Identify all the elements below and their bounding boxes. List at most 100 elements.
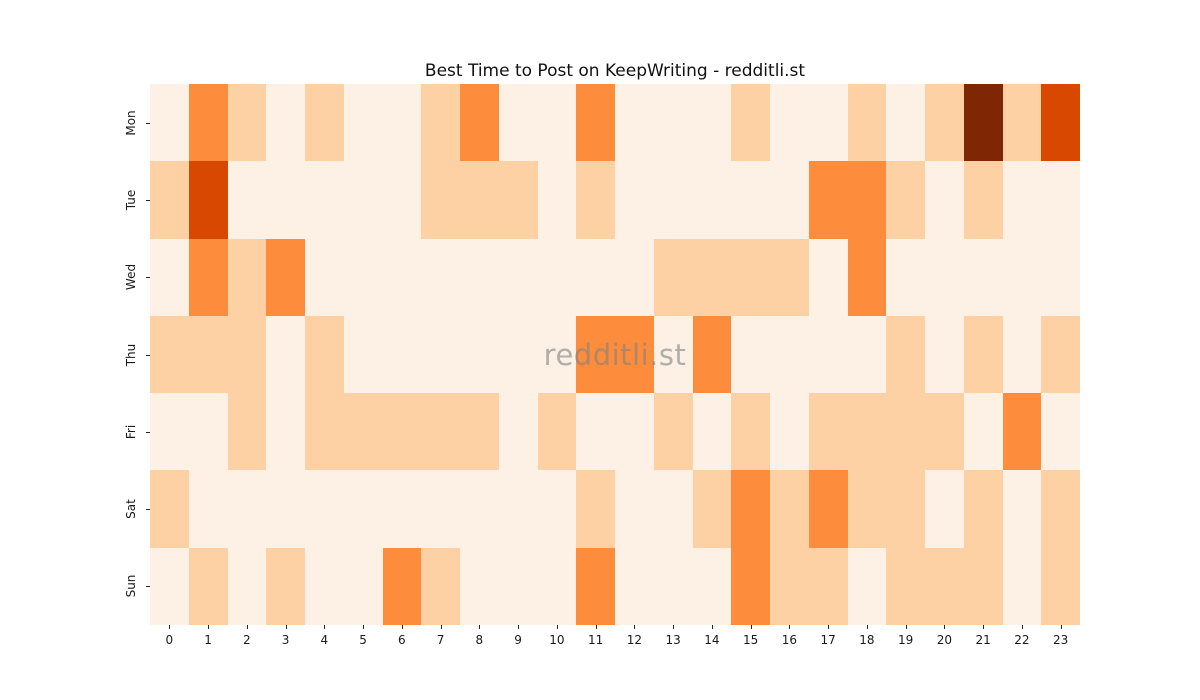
heatmap-cell [925, 84, 964, 162]
x-tick-mark [324, 625, 326, 629]
y-tick-mark [146, 509, 150, 511]
x-tick-label: 19 [897, 633, 914, 647]
heatmap-cell [963, 393, 1003, 471]
heatmap-cell [266, 161, 305, 239]
heatmap-cell [382, 393, 422, 471]
x-tick-mark [634, 625, 636, 629]
heatmap-cell [886, 393, 925, 471]
heatmap-cell [343, 161, 383, 239]
heatmap-cell [150, 161, 189, 239]
heatmap-cell [227, 161, 267, 239]
heatmap-cell [653, 238, 693, 316]
heatmap-cell [925, 238, 964, 316]
heatmap-cell [1002, 161, 1042, 239]
heatmap-cell [188, 84, 228, 162]
x-tick-label: 12 [626, 633, 643, 647]
x-tick-mark [401, 625, 403, 629]
heatmap-cell [343, 547, 383, 625]
heatmap-cell [343, 84, 383, 162]
x-tick-label: 3 [281, 633, 290, 647]
heatmap-cell [1041, 315, 1080, 394]
heatmap-cell [460, 315, 499, 394]
heatmap-cell [498, 238, 538, 316]
heatmap-cell [692, 315, 732, 394]
x-tick-label: 2 [243, 633, 251, 647]
heatmap-cell [615, 161, 654, 239]
x-tick-label: 21 [975, 633, 991, 647]
heatmap-cell [305, 470, 344, 548]
heatmap-cell [963, 547, 1003, 625]
heatmap-cell [460, 238, 499, 316]
x-tick-mark [363, 625, 365, 629]
heatmap-cell [1002, 547, 1042, 625]
x-tick-mark [518, 625, 520, 629]
heatmap-cell [576, 393, 615, 471]
x-tick-mark [983, 625, 985, 629]
heatmap-cell [770, 393, 809, 471]
y-tick-label: Sat [124, 499, 138, 519]
heatmap-cell [1002, 84, 1042, 162]
heatmap-cell [421, 238, 460, 316]
heatmap-cell [498, 393, 538, 471]
y-tick-label: Fri [124, 424, 138, 439]
heatmap-cell [1041, 161, 1080, 239]
heatmap-cell [808, 470, 848, 548]
x-tick-label: 4 [320, 633, 329, 647]
heatmap-cell [343, 470, 383, 548]
heatmap-cell [576, 547, 615, 625]
x-tick-mark [750, 625, 752, 629]
heatmap-cell [615, 238, 654, 316]
heatmap-cell [886, 161, 925, 239]
heatmap-cell [731, 161, 770, 239]
x-tick-label: 23 [1052, 633, 1069, 647]
heatmap-cell [537, 161, 577, 239]
heatmap-cell [847, 547, 887, 625]
heatmap-cell [498, 547, 538, 625]
x-tick-mark [1060, 625, 1062, 629]
heatmap-cell [731, 393, 770, 471]
heatmap-cell [498, 315, 538, 394]
heatmap-cell [188, 238, 228, 316]
heatmap-cell [421, 470, 460, 548]
heatmap-cell [615, 547, 654, 625]
heatmap-cell [305, 161, 344, 239]
x-tick-label: 15 [742, 633, 759, 647]
heatmap-cell [460, 84, 499, 162]
x-tick-mark [1021, 625, 1023, 629]
x-tick-label: 10 [549, 633, 565, 647]
x-tick-mark [208, 625, 210, 629]
heatmap-cell [615, 393, 654, 471]
heatmap-cell [731, 84, 770, 162]
heatmap-cell [150, 84, 189, 162]
heatmap-cell [1002, 238, 1042, 316]
heatmap-cell [537, 315, 577, 394]
x-tick-label: 11 [587, 633, 604, 647]
heatmap-cell [460, 393, 499, 471]
y-tick-label: Thu [124, 343, 138, 366]
x-tick-label: 0 [165, 633, 174, 647]
heatmap-cell [382, 84, 422, 162]
heatmap-cell [1002, 470, 1042, 548]
heatmap-cell [1041, 84, 1080, 162]
heatmap-cell [266, 238, 305, 316]
x-tick-label: 20 [936, 633, 953, 647]
x-tick-label: 13 [665, 633, 681, 647]
heatmap-cell [150, 315, 189, 394]
heatmap-grid [150, 84, 1080, 625]
heatmap-cell [537, 470, 577, 548]
heatmap-cell [808, 547, 848, 625]
heatmap-cell [653, 547, 693, 625]
heatmap-cell [343, 238, 383, 316]
heatmap-cell [615, 315, 654, 394]
heatmap-cell [227, 238, 267, 316]
heatmap-cell [421, 84, 460, 162]
heatmap-cell [653, 470, 693, 548]
chart-title: Best Time to Post on KeepWriting - reddi… [424, 61, 806, 81]
y-tick-mark [146, 354, 150, 356]
heatmap-cell [731, 315, 770, 394]
x-tick-label: 8 [475, 633, 484, 647]
heatmap-cell [227, 547, 267, 625]
x-tick-label: 18 [859, 633, 875, 647]
heatmap-cell [692, 238, 732, 316]
x-tick-mark [246, 625, 248, 629]
